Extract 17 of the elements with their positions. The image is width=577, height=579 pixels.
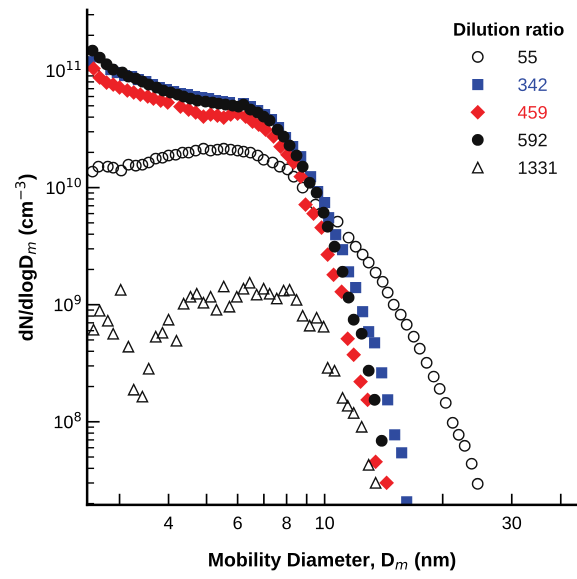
y-tick-label: 10$^{10}$ [46, 178, 81, 194]
x-tick-label: 30 [502, 516, 522, 530]
legend-label: 1331 [518, 161, 557, 174]
x-tick-label: 6 [234, 516, 242, 530]
x-tick-label: 8 [282, 516, 291, 530]
legend-label: 459 [518, 106, 547, 119]
x-tick-label: 10 [316, 516, 334, 530]
legend-label: 592 [518, 134, 547, 146]
y-tick-label: 10$^{8}$ [54, 412, 81, 428]
x-axis-title: Mobility Diameter, D$_{m}$ (nm) [209, 552, 456, 570]
x-tick-label: 4 [164, 516, 174, 530]
legend-label: 55 [518, 50, 537, 64]
y-tick-label: 10$^{11}$ [46, 60, 81, 78]
y-tick-label: 10$^{9}$ [54, 294, 81, 312]
legend-title: Dilution ratio [454, 22, 564, 36]
y-axis-title: dN/dlogD$_{m}$ (cm$^{−3}$) [15, 174, 37, 340]
legend-label: 342 [518, 78, 547, 92]
